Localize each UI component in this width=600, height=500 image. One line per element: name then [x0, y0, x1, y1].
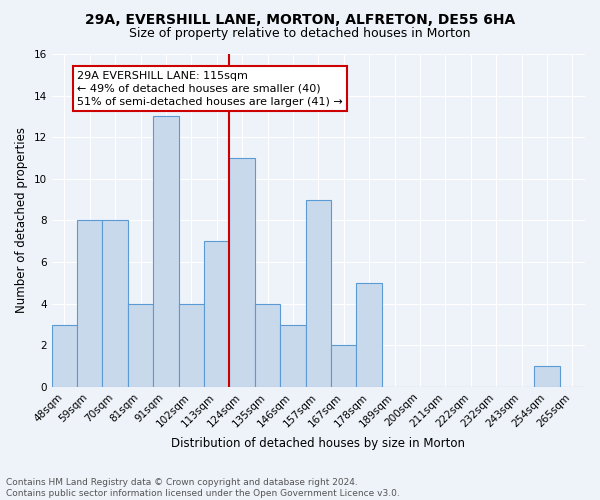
Bar [255, 304, 280, 387]
Bar [77, 220, 103, 387]
Bar [52, 324, 77, 387]
Bar [204, 242, 229, 387]
Y-axis label: Number of detached properties: Number of detached properties [15, 128, 28, 314]
Bar [229, 158, 255, 387]
Text: 29A, EVERSHILL LANE, MORTON, ALFRETON, DE55 6HA: 29A, EVERSHILL LANE, MORTON, ALFRETON, D… [85, 12, 515, 26]
Bar [280, 324, 305, 387]
Bar [331, 346, 356, 387]
Bar [305, 200, 331, 387]
Bar [356, 283, 382, 387]
Bar [103, 220, 128, 387]
Bar [128, 304, 153, 387]
Text: Size of property relative to detached houses in Morton: Size of property relative to detached ho… [129, 28, 471, 40]
X-axis label: Distribution of detached houses by size in Morton: Distribution of detached houses by size … [172, 437, 466, 450]
Text: Contains HM Land Registry data © Crown copyright and database right 2024.
Contai: Contains HM Land Registry data © Crown c… [6, 478, 400, 498]
Bar [534, 366, 560, 387]
Bar [153, 116, 179, 387]
Text: 29A EVERSHILL LANE: 115sqm
← 49% of detached houses are smaller (40)
51% of semi: 29A EVERSHILL LANE: 115sqm ← 49% of deta… [77, 70, 343, 107]
Bar [179, 304, 204, 387]
